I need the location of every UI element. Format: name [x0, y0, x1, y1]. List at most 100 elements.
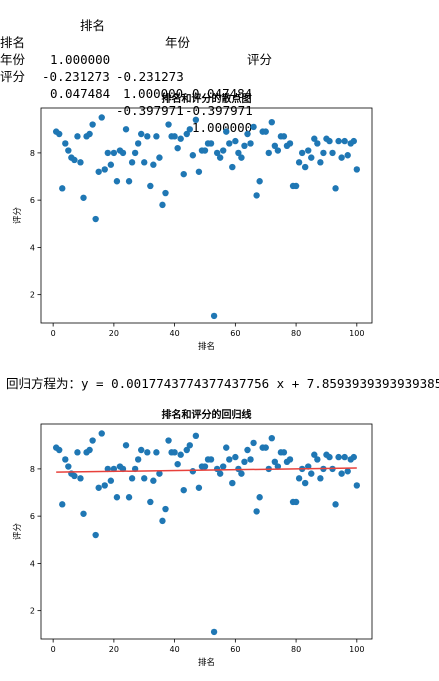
data-point	[107, 477, 115, 484]
y-tick-label: 8	[30, 149, 35, 158]
data-point	[171, 449, 178, 456]
data-point	[232, 453, 239, 461]
corr-col-header: 评分	[247, 52, 273, 67]
data-point	[295, 159, 303, 166]
data-point	[286, 140, 294, 147]
x-axis-label: 排名	[198, 341, 215, 352]
data-point	[195, 168, 203, 175]
x-tick-label: 0	[51, 329, 56, 338]
data-point	[159, 201, 166, 209]
data-point	[125, 494, 133, 501]
x-tick-label: 40	[170, 329, 180, 338]
data-point	[62, 456, 69, 463]
data-point	[265, 149, 272, 157]
data-point	[180, 486, 187, 494]
scatter-chart: 排名和评分的散点图 0 20 40 60 80 100 2 4 6 8 排名 评分	[13, 92, 373, 352]
data-point	[256, 178, 263, 185]
data-point	[250, 123, 257, 131]
data-point	[201, 147, 209, 154]
data-point	[229, 479, 236, 487]
data-point	[338, 154, 345, 161]
data-point	[216, 470, 224, 477]
data-point	[86, 446, 93, 454]
x-tick-label: 20	[109, 645, 119, 654]
data-point	[253, 508, 260, 515]
data-point	[92, 531, 99, 539]
data-point	[271, 458, 279, 466]
data-point	[77, 475, 84, 482]
data-point	[98, 430, 105, 437]
corr-row: 年份 -0.231273 1.000000 -0.397971	[0, 34, 253, 118]
data-points	[52, 430, 361, 636]
data-point	[256, 494, 263, 501]
data-point	[326, 137, 333, 145]
data-point	[138, 446, 145, 454]
corr-row-label: 评分	[0, 69, 26, 84]
data-point	[329, 149, 336, 157]
data-point	[241, 142, 248, 150]
corr-row: 评分 0.047484 -0.397971 1.000000	[0, 51, 252, 135]
data-point	[311, 135, 318, 142]
x-axis-label: 排名	[198, 657, 215, 668]
data-point	[101, 482, 108, 489]
data-point	[314, 456, 321, 463]
corr-row-label: 排名	[0, 35, 26, 50]
data-point	[113, 494, 121, 501]
data-point	[201, 463, 209, 470]
data-point	[165, 437, 172, 444]
data-point	[226, 456, 233, 463]
data-point	[174, 144, 181, 152]
data-point	[195, 484, 203, 491]
data-point	[80, 510, 87, 517]
data-point	[353, 482, 361, 489]
data-point	[92, 215, 99, 223]
data-point	[134, 456, 142, 463]
data-point	[80, 194, 87, 201]
data-point	[207, 140, 215, 147]
y-tick-label: 2	[30, 291, 35, 300]
data-point	[128, 159, 136, 166]
data-point	[180, 170, 187, 178]
data-point	[147, 182, 154, 190]
data-point	[150, 477, 157, 484]
x-tick-label: 60	[230, 329, 240, 338]
data-point	[150, 161, 157, 168]
data-point	[134, 140, 142, 147]
data-point	[268, 434, 275, 442]
data-point	[95, 484, 102, 491]
data-point	[220, 463, 227, 470]
chart-title: 排名和评分的回归线	[162, 408, 252, 421]
data-point	[177, 135, 184, 142]
data-point	[56, 130, 63, 138]
data-point	[247, 140, 254, 147]
data-point	[338, 470, 345, 477]
data-point	[350, 137, 357, 145]
data-point	[183, 130, 190, 138]
data-point	[247, 456, 254, 463]
data-point	[317, 475, 324, 482]
data-point	[326, 453, 333, 461]
regression-line	[56, 467, 357, 473]
data-point	[253, 192, 260, 199]
regression-equation: 回归方程为：y = 0.0017743774377437756 x + 7.85…	[6, 376, 439, 391]
data-point	[162, 505, 169, 513]
data-point	[335, 137, 342, 145]
data-point	[110, 149, 118, 157]
data-point	[56, 446, 63, 454]
x-tick-label: 80	[291, 645, 301, 654]
data-point	[156, 470, 163, 477]
data-point	[226, 140, 233, 147]
data-point	[344, 468, 351, 475]
data-point	[314, 140, 321, 147]
data-point	[122, 126, 130, 133]
data-point	[192, 432, 200, 440]
data-point	[308, 470, 315, 477]
data-point	[229, 163, 236, 171]
data-point	[213, 149, 221, 157]
data-point	[353, 166, 361, 173]
data-point	[186, 442, 193, 449]
data-point	[177, 451, 184, 458]
x-tick-label: 100	[349, 645, 364, 654]
data-point	[165, 121, 172, 128]
data-point	[122, 442, 130, 449]
